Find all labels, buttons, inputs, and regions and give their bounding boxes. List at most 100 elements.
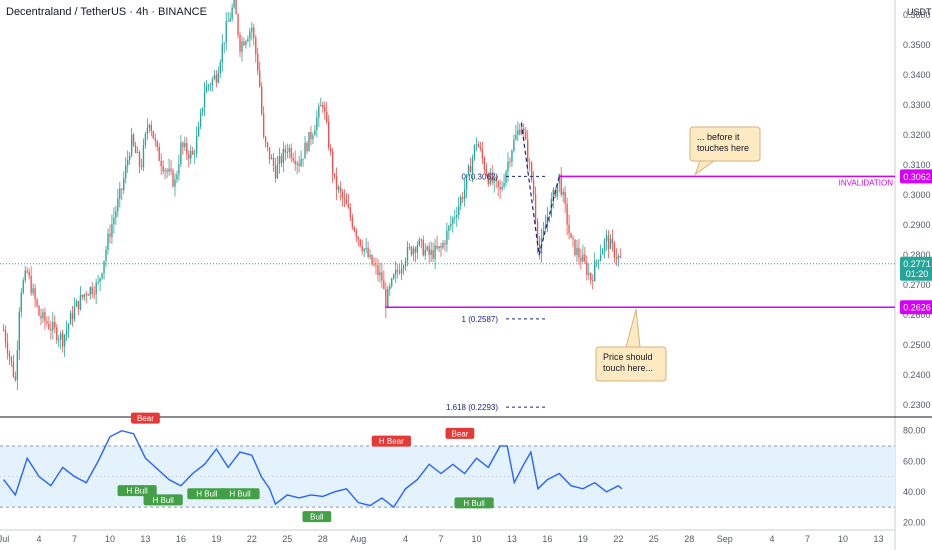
candle-body [99, 278, 101, 282]
candle-body [485, 168, 488, 175]
time-tick-label: 4 [403, 534, 408, 544]
candle-body [381, 272, 383, 281]
time-tick-label: Sep [717, 534, 733, 544]
candle-body [308, 132, 310, 152]
candle-body [318, 106, 320, 118]
currency-label[interactable]: USDT [907, 7, 932, 17]
time-tick-label: 16 [542, 534, 552, 544]
candle-body [460, 197, 462, 206]
candle-body [497, 180, 499, 187]
candle-body [40, 315, 42, 319]
candle-body [65, 329, 68, 335]
chart-title: Decentraland / TetherUS · 4h · BINANCE [6, 6, 207, 18]
candle-body [594, 260, 596, 281]
time-tick-label: 25 [649, 534, 659, 544]
candle-body [477, 144, 480, 148]
candle-body [251, 27, 253, 32]
candle-body [81, 295, 84, 298]
candle-body [105, 249, 107, 261]
candle-body [172, 170, 174, 187]
candle-body [432, 250, 434, 260]
callout-text: ... before it [697, 132, 740, 142]
candle-body [130, 134, 133, 156]
rsi-line [2, 429, 623, 509]
horizontal-levels[interactable]: 0.3062 INVALIDATION 0.2626 [385, 169, 932, 315]
candle-body [107, 233, 109, 250]
candle-body [115, 211, 117, 218]
candle-body [491, 172, 493, 183]
time-tick-label: 7 [805, 534, 810, 544]
candle-body [274, 166, 277, 179]
candle-body [126, 159, 129, 166]
price-tick-label: 0.2800 [903, 250, 931, 260]
candle-body [125, 165, 127, 179]
candle-body [351, 217, 354, 228]
candle-body [393, 274, 395, 279]
candle-body [353, 227, 355, 231]
candle-body [359, 239, 361, 246]
candle-body [316, 117, 318, 131]
candle-body [48, 323, 50, 329]
candle-body [128, 155, 131, 160]
candle-body [326, 111, 328, 122]
candle-body [418, 239, 421, 246]
candle-body [160, 160, 162, 167]
time-tick-label: 10 [105, 534, 115, 544]
candle-body [302, 158, 304, 160]
candle-body [440, 246, 442, 248]
candle-body [85, 294, 87, 296]
candle-body [436, 245, 438, 249]
candle-body [34, 288, 36, 300]
candle-body [197, 126, 200, 137]
candle-body [188, 153, 190, 159]
candle-body [247, 38, 249, 42]
bar-countdown: 01:20 [906, 269, 929, 279]
candle-body [276, 163, 279, 179]
price-axis[interactable]: 0.2300 0.2400 0.2500 0.2600 0.2700 0.2800 0.29… [903, 10, 931, 410]
candle-body [580, 257, 582, 262]
candle-body [489, 172, 491, 185]
candle-body [178, 164, 180, 175]
candle-body [294, 160, 296, 165]
rsi-tick-label: 80.00 [903, 426, 926, 436]
level-price-tag-text: 0.3062 [903, 172, 931, 182]
candle-body [385, 289, 387, 308]
candle-body [542, 229, 545, 238]
time-tick-label: 4 [37, 534, 42, 544]
candle-body [300, 159, 302, 166]
price-tick-label: 0.2300 [903, 400, 931, 410]
candle-body [609, 238, 612, 249]
callout-text: touch here... [603, 363, 653, 373]
candle-body [619, 256, 622, 258]
candle-body [379, 272, 381, 276]
candle-body [363, 248, 365, 252]
candle-body [203, 92, 206, 108]
candle-body [18, 311, 21, 351]
candle-body [30, 275, 32, 294]
time-tick-label: Jul [0, 534, 9, 544]
candle-body [162, 166, 164, 172]
time-axis[interactable]: Jul 4 7 10 13 16 19 22 25 28 Aug 4 7 10 13 16 19 22 25 28 Se… [0, 534, 883, 544]
candle-body [365, 247, 367, 249]
candle-body [475, 144, 478, 146]
candle-body [532, 180, 535, 195]
fibonacci-retracement[interactable]: 0 (0.3062) 1 (0.2587) 1.618 (0.2293) [446, 122, 560, 412]
price-tick-label: 0.3000 [903, 190, 931, 200]
time-tick-label: 10 [838, 534, 848, 544]
candle-body [377, 265, 379, 276]
candle-body [396, 269, 399, 272]
divergence-label: H Bull [196, 490, 218, 499]
candle-body [284, 148, 287, 153]
callout-text: touches here [697, 143, 749, 153]
candle-body [290, 148, 292, 159]
candle-body [469, 165, 472, 173]
time-tick-label: 13 [140, 534, 150, 544]
time-tick-label: 4 [770, 534, 775, 544]
candle-body [44, 312, 46, 322]
candle-body [91, 287, 93, 294]
